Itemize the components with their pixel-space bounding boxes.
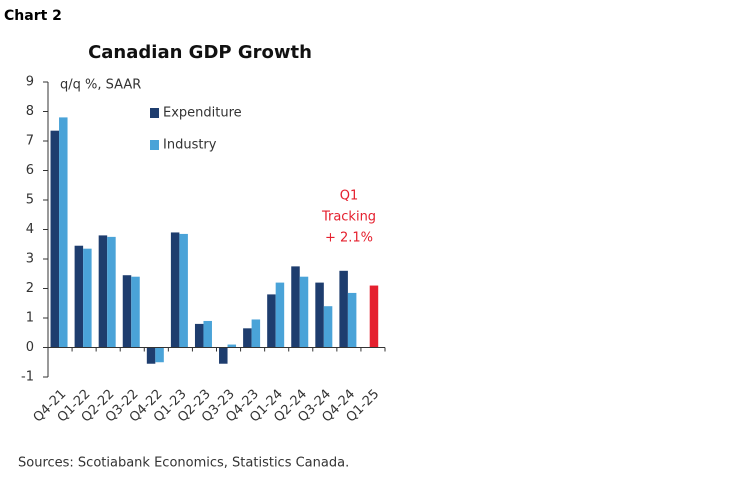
bar — [227, 344, 237, 348]
y-tick-label: 5 — [26, 193, 34, 208]
bar — [203, 320, 212, 348]
bar — [369, 285, 379, 348]
y-tick-label: 8 — [26, 104, 34, 119]
bar — [323, 306, 333, 348]
source: Sources: Scotiabank Economics, Statistic… — [18, 456, 349, 471]
header: Chart 2 — [4, 8, 62, 24]
y-tick-label: 6 — [26, 163, 34, 178]
bar — [74, 245, 84, 348]
bar — [50, 130, 60, 348]
bar — [267, 294, 276, 348]
bar — [347, 292, 357, 348]
bar — [251, 319, 261, 348]
bar — [291, 266, 300, 348]
y-tick-label: 2 — [26, 281, 34, 296]
annotation: Tracking — [321, 210, 376, 225]
legend-swatch — [150, 140, 159, 150]
bar — [299, 276, 309, 348]
annotation: Q1 — [340, 189, 359, 204]
y-tick-label: 9 — [26, 75, 34, 90]
bar — [339, 270, 348, 348]
bar — [315, 282, 324, 348]
y-tick-label: 1 — [26, 311, 34, 326]
y-axis-label: q/q %, SAAR — [60, 78, 141, 93]
bar — [59, 117, 68, 348]
y-tick-label: 7 — [26, 134, 34, 149]
bar — [107, 236, 116, 348]
bar — [98, 235, 108, 348]
bar — [170, 232, 180, 348]
bar — [275, 282, 285, 348]
chart-title: Canadian GDP Growth — [88, 42, 312, 63]
bar — [155, 347, 164, 363]
annotation: + 2.1% — [325, 231, 373, 246]
y-tick-label: -1 — [21, 370, 34, 385]
bar — [243, 328, 252, 348]
bar — [179, 233, 188, 348]
y-tick-label: 3 — [26, 252, 34, 267]
y-tick-label: 0 — [26, 340, 34, 355]
bar — [83, 248, 92, 348]
legend-swatch — [150, 108, 159, 118]
legend-label: Expenditure — [163, 106, 242, 121]
bar — [131, 276, 140, 348]
bar — [122, 275, 132, 348]
bar — [146, 347, 156, 364]
y-tick-label: 4 — [26, 222, 34, 237]
bar — [194, 323, 204, 348]
bar — [219, 347, 228, 364]
legend-label: Industry — [163, 138, 217, 153]
